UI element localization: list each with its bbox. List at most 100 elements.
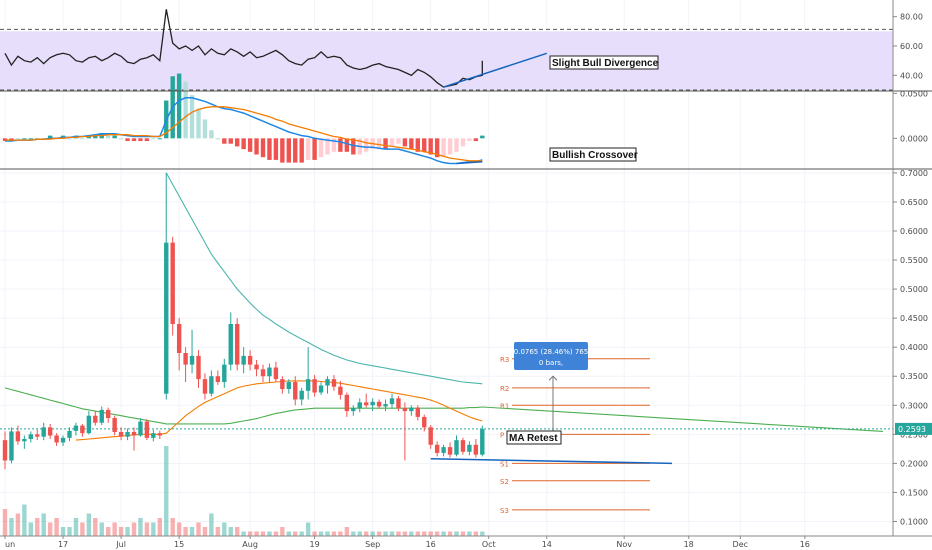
macd-histogram-bar bbox=[344, 138, 350, 152]
time-tick-label: Sep bbox=[365, 540, 380, 549]
macd-annotation-box bbox=[549, 147, 637, 162]
price-tick-label: 0.4000 bbox=[900, 343, 928, 352]
pivot-label-r2: R2 bbox=[500, 385, 509, 393]
candlesticks bbox=[2, 172, 485, 470]
candle-body bbox=[189, 355, 195, 365]
rsi-pane: Slight Bull Divergence bbox=[0, 9, 893, 91]
last-price-label: 0.2593 bbox=[895, 422, 932, 435]
measure-tooltip[interactable]: 0.0765 (28.46%) 765 0 bars, bbox=[514, 342, 588, 370]
price-pane: R3 R2 R1 P S1 S2 S3 0.0765 (28.46%) 765 0 bars… bbox=[0, 172, 893, 536]
macd-histogram-bar bbox=[351, 138, 356, 155]
volume-bar bbox=[241, 531, 246, 536]
moving-average-short bbox=[75, 380, 483, 441]
support-trendline[interactable] bbox=[430, 457, 673, 465]
volume-bar bbox=[222, 522, 227, 536]
candle-body bbox=[273, 367, 279, 380]
moving-average-teal bbox=[165, 172, 483, 385]
macd-histogram-bar bbox=[305, 138, 311, 160]
volume-bar bbox=[209, 513, 214, 536]
candle-body bbox=[441, 447, 446, 453]
moving-average-long bbox=[4, 387, 884, 432]
candle-body bbox=[473, 444, 479, 455]
candle-body bbox=[376, 401, 382, 407]
volume-bar bbox=[325, 531, 330, 536]
candle-body bbox=[325, 379, 330, 386]
candle-body bbox=[396, 398, 401, 409]
volume-bar bbox=[138, 518, 143, 536]
candle-body bbox=[80, 425, 85, 434]
candle-body bbox=[331, 379, 337, 387]
macd-histogram-bar bbox=[28, 138, 33, 140]
macd-histogram-bar bbox=[183, 81, 188, 139]
macd-histogram-bar bbox=[189, 95, 195, 139]
pivot-label-s3: S3 bbox=[500, 507, 509, 515]
volume-bar bbox=[338, 531, 343, 536]
price-tick-label: 0.6500 bbox=[900, 198, 928, 207]
volume-bar bbox=[480, 531, 485, 536]
volume-bar bbox=[415, 531, 420, 536]
macd-histogram-bar bbox=[176, 73, 182, 139]
pivot-label-r1: R1 bbox=[500, 402, 509, 410]
candle-body bbox=[370, 401, 375, 406]
candle-body bbox=[73, 425, 79, 431]
macd-pane: Bullish Crossover bbox=[2, 73, 638, 165]
volume-bar bbox=[351, 531, 356, 536]
candle-body bbox=[402, 408, 408, 412]
macd-histogram-bar bbox=[125, 138, 130, 142]
price-tick-label: 0.3000 bbox=[900, 401, 928, 410]
macd-histogram-bar bbox=[247, 138, 253, 152]
rsi-annotation[interactable]: Slight Bull Divergence bbox=[549, 55, 659, 70]
volume-bar bbox=[15, 513, 21, 536]
macd-histogram-bar bbox=[383, 138, 388, 150]
candle-body bbox=[93, 415, 98, 423]
macd-annotation-text: Bullish Crossover bbox=[552, 150, 638, 161]
macd-histogram-bar bbox=[202, 119, 208, 139]
macd-histogram-bar bbox=[441, 138, 446, 158]
rsi-divergence-trendline[interactable] bbox=[443, 52, 548, 88]
candle-body bbox=[54, 435, 59, 443]
macd-histogram-bar bbox=[389, 138, 395, 147]
pane-separators bbox=[0, 0, 932, 537]
candle-body bbox=[383, 404, 388, 407]
volume-bar bbox=[273, 531, 279, 536]
candle-body bbox=[28, 434, 33, 439]
volume-bars bbox=[2, 446, 485, 536]
macd-annotation[interactable]: Bullish Crossover bbox=[549, 147, 638, 162]
candle-body bbox=[305, 379, 311, 391]
candle-body bbox=[183, 353, 188, 365]
time-axis[interactable]: un 17 Jul 15 Aug 19 Sep 16 Oct 14 Nov 18 Dec 16 bbox=[4, 536, 810, 549]
price-axis[interactable]: 0.7000 0.6500 0.6000 0.5500 0.5000 0.4500 0.40… bbox=[893, 13, 928, 527]
candle-body bbox=[293, 382, 298, 400]
candle-body bbox=[157, 433, 162, 436]
candle-body bbox=[241, 355, 246, 365]
volume-bar bbox=[164, 446, 169, 536]
macd-histogram-bar bbox=[241, 138, 246, 150]
candle-body bbox=[35, 434, 40, 437]
rsi-band bbox=[0, 31, 893, 90]
volume-bar bbox=[434, 531, 440, 536]
candle-body bbox=[86, 415, 92, 434]
time-tick-label: 17 bbox=[58, 540, 68, 549]
rsi-tick-label: 60.00 bbox=[900, 42, 923, 51]
volume-bar bbox=[170, 518, 175, 536]
rsi-line bbox=[4, 9, 483, 88]
macd-histogram-bar bbox=[409, 138, 414, 150]
macd-histogram-bar bbox=[131, 138, 137, 142]
price-annotation[interactable]: MA Retest bbox=[506, 430, 562, 445]
volume-bar bbox=[422, 531, 427, 536]
time-tick-label: 14 bbox=[542, 540, 552, 549]
candle-body bbox=[15, 431, 21, 442]
macd-histogram-bar bbox=[402, 138, 408, 147]
macd-histogram-bar bbox=[447, 138, 453, 155]
volume-bar bbox=[144, 522, 150, 536]
volume-bar bbox=[247, 531, 253, 536]
pivot-label-s1: S1 bbox=[500, 460, 509, 468]
volume-bar bbox=[22, 504, 27, 536]
candle-body bbox=[254, 364, 259, 370]
macd-histogram-bar bbox=[138, 138, 143, 142]
volume-bar bbox=[28, 522, 33, 536]
measure-tooltip-box bbox=[514, 342, 588, 370]
macd-crossover-trendline[interactable] bbox=[456, 160, 483, 165]
volume-bar bbox=[254, 531, 259, 536]
